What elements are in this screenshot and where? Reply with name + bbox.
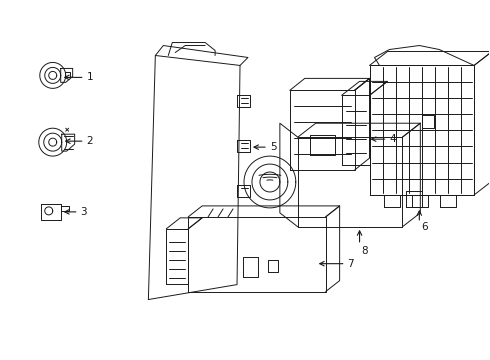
Text: 4: 4	[390, 134, 396, 144]
Text: 6: 6	[421, 222, 428, 232]
Text: 5: 5	[270, 142, 276, 152]
Text: 3: 3	[81, 207, 87, 217]
Text: 1: 1	[87, 72, 93, 82]
Text: 2: 2	[87, 136, 93, 146]
Text: 8: 8	[362, 246, 368, 256]
Text: 7: 7	[347, 259, 354, 269]
